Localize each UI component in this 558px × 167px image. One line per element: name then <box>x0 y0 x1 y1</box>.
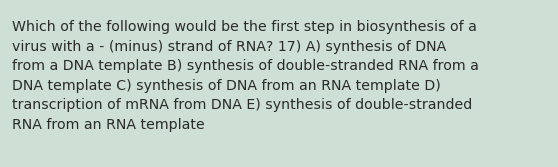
Text: Which of the following would be the first step in biosynthesis of a
virus with a: Which of the following would be the firs… <box>12 20 479 132</box>
